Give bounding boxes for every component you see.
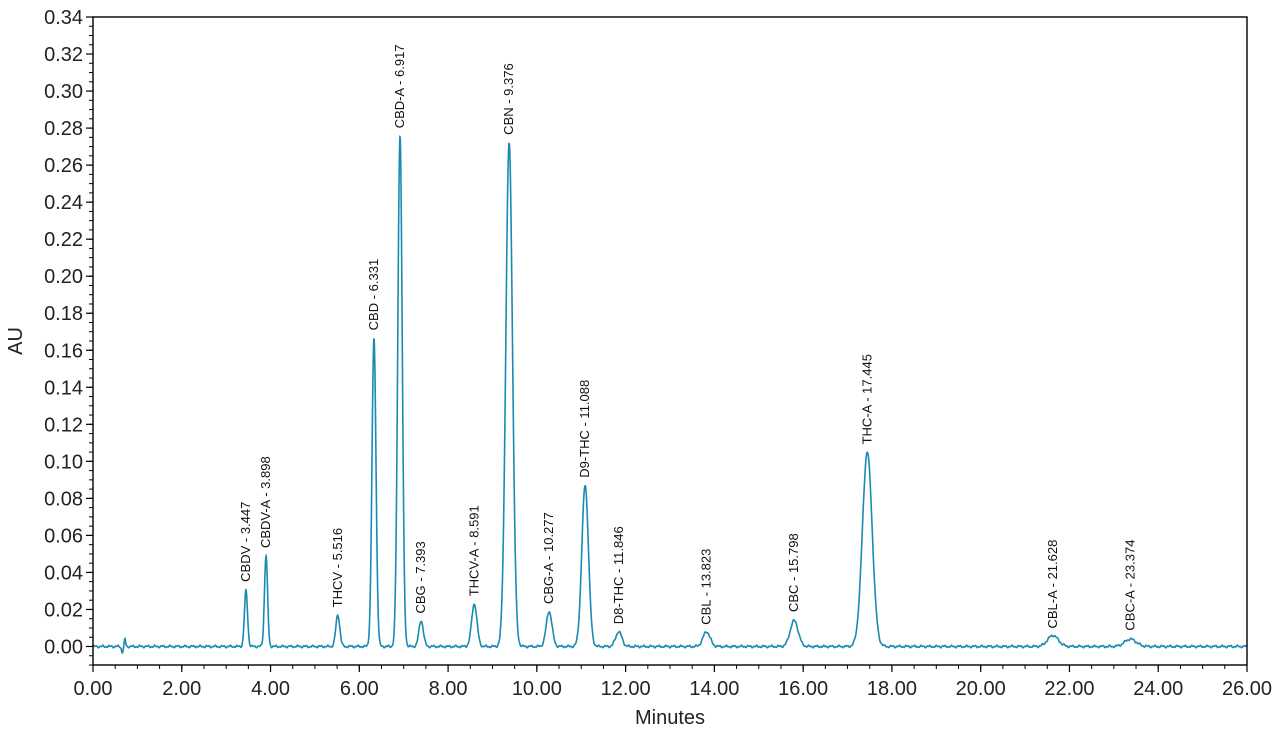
y-tick-label: 0.16 (44, 340, 83, 362)
peak-label: THCV-A - 8.591 (466, 505, 481, 596)
x-tick-label: 2.00 (162, 678, 201, 700)
y-tick-label: 0.08 (44, 488, 83, 510)
y-tick-label: 0.00 (44, 636, 83, 658)
peak-label: CBD - 6.331 (366, 259, 381, 331)
y-tick-label: 0.02 (44, 599, 83, 621)
trace-layer (92, 135, 1248, 654)
chromatogram-trace (92, 135, 1248, 654)
x-tick-label: 12.00 (601, 678, 651, 700)
y-tick-label: 0.24 (44, 192, 83, 214)
y-tick-label: 0.10 (44, 451, 83, 473)
peak-label: THC-A - 17.445 (859, 354, 874, 444)
y-tick-label: 0.26 (44, 155, 83, 177)
y-tick-label: 0.28 (44, 118, 83, 140)
peak-labels: CBDV - 3.447 CBDV-A - 3.898 THCV - 5.516 CB… (238, 44, 1137, 630)
y-tick-label: 0.34 (44, 7, 83, 29)
y-tick-label: 0.30 (44, 81, 83, 103)
y-tick-label: 0.06 (44, 525, 83, 547)
peak-label: D9-THC - 11.088 (577, 380, 592, 478)
x-tick-label: 6.00 (340, 678, 379, 700)
y-tick-label: 0.04 (44, 562, 83, 584)
peak-label: CBC-A - 23.374 (1122, 540, 1137, 631)
peak-label: CBG - 7.393 (413, 541, 428, 613)
x-tick-label: 18.00 (867, 678, 917, 700)
axis-ticks: 0.00 2.00 4.00 6.00 8.00 10.00 12.00 14.00 16.00… (44, 7, 1272, 700)
y-tick-label: 0.22 (44, 229, 83, 251)
x-tick-label: 22.00 (1044, 678, 1094, 700)
y-tick-label: 0.14 (44, 377, 83, 399)
peak-label: CBDV - 3.447 (238, 502, 253, 582)
x-tick-label: 16.00 (778, 678, 828, 700)
peak-label: CBG-A - 10.277 (541, 512, 556, 604)
peak-label: CBL-A - 21.628 (1045, 540, 1060, 629)
y-tick-label: 0.20 (44, 266, 83, 288)
x-axis-title: Minutes (635, 707, 705, 729)
y-tick-label: 0.18 (44, 303, 83, 325)
y-tick-label: 0.12 (44, 414, 83, 436)
y-axis-title: AU (5, 327, 27, 355)
peak-label: CBD-A - 6.917 (392, 44, 407, 128)
peak-label: CBDV-A - 3.898 (258, 456, 273, 548)
x-tick-label: 10.00 (512, 678, 562, 700)
peak-label: THCV - 5.516 (330, 528, 345, 607)
x-tick-label: 24.00 (1133, 678, 1183, 700)
plot-frame (92, 16, 1248, 666)
peak-label: CBC - 15.798 (786, 533, 801, 612)
x-tick-label: 0.00 (74, 678, 113, 700)
x-tick-label: 8.00 (429, 678, 468, 700)
peak-label: D8-THC - 11.846 (611, 526, 626, 624)
peak-label: CBL - 13.823 (699, 549, 714, 625)
x-tick-label: 26.00 (1222, 678, 1272, 700)
x-tick-label: 14.00 (689, 678, 739, 700)
x-tick-label: 4.00 (251, 678, 290, 700)
x-tick-label: 20.00 (956, 678, 1006, 700)
y-tick-label: 0.32 (44, 44, 83, 66)
peak-label: CBN - 9.376 (501, 63, 516, 135)
